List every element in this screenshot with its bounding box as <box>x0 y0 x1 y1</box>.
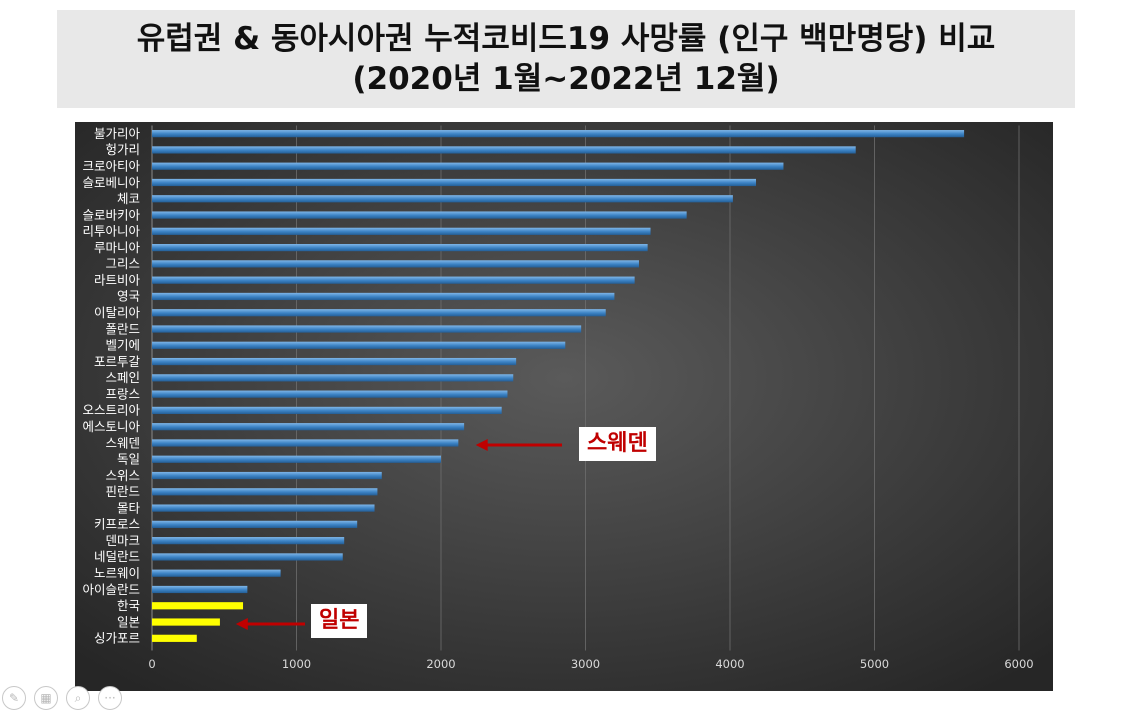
bar-그리스 <box>152 260 639 268</box>
callout-japan: 일본 <box>311 604 368 638</box>
category-label: 그리스 <box>105 256 140 271</box>
pen-icon[interactable]: ✎ <box>2 686 26 710</box>
category-label: 독일 <box>117 452 140 467</box>
category-label: 노르웨이 <box>94 566 140 581</box>
category-label: 아이슬란드 <box>82 582 140 597</box>
category-label: 슬로바키아 <box>82 207 140 222</box>
category-label: 일본 <box>117 614 140 629</box>
bar-독일 <box>152 455 441 463</box>
bar-노르웨이 <box>152 569 281 577</box>
zoom-icon[interactable]: ⌕ <box>66 686 90 710</box>
x-tick-label: 0 <box>148 657 155 671</box>
category-label: 불가리아 <box>94 126 141 141</box>
bar-스페인 <box>152 374 514 382</box>
bar-아이슬란드 <box>152 585 248 594</box>
arrow-sweden-head <box>475 438 488 451</box>
category-label: 에스토니아 <box>82 419 140 434</box>
x-tick-label: 4000 <box>715 657 744 671</box>
bar-스웨덴 <box>152 439 459 447</box>
bar-루마니아 <box>152 244 648 252</box>
category-label: 덴마크 <box>105 533 140 548</box>
category-label: 한국 <box>117 598 140 613</box>
bar-프랑스 <box>152 390 508 398</box>
category-label: 싱가포르 <box>94 631 140 646</box>
bar-폴란드 <box>152 325 582 333</box>
slide-toolbar: ✎ ▦ ⌕ ··· <box>0 686 122 710</box>
category-label: 이탈리아 <box>94 305 141 320</box>
x-tick-label: 1000 <box>282 657 311 671</box>
bar-키프로스 <box>152 520 358 528</box>
bar-스위스 <box>152 471 382 480</box>
category-label: 루마니아 <box>94 240 141 255</box>
category-label: 프랑스 <box>105 386 140 401</box>
bar-포르투갈 <box>152 357 517 366</box>
bar-한국 <box>152 602 244 610</box>
bar-헝가리 <box>152 146 856 154</box>
bar-이탈리아 <box>152 309 606 317</box>
category-label: 체코 <box>117 191 140 206</box>
more-icon[interactable]: ··· <box>98 686 122 710</box>
category-label: 스웨덴 <box>105 435 140 450</box>
slides-icon[interactable]: ▦ <box>34 686 58 710</box>
category-label: 스위스 <box>105 468 140 483</box>
x-tick-label: 5000 <box>860 657 889 671</box>
bar-불가리아 <box>152 130 965 138</box>
bar-슬로바키아 <box>152 211 687 219</box>
bar-chart: 0 1000 2000 3000 4000 5000 6000 불가리아헝가리크로아티아슬로베… <box>75 122 1053 691</box>
bar-싱가포르 <box>152 634 197 642</box>
category-label: 핀란드 <box>105 484 140 499</box>
bar-크로아티아 <box>152 162 784 170</box>
arrow-japan-head <box>235 618 248 631</box>
bar-체코 <box>152 195 733 203</box>
chart-title-line2: (2020년 1월~2022년 12월) <box>352 61 780 97</box>
bar-벨기에 <box>152 341 566 349</box>
category-label: 스페인 <box>105 370 140 385</box>
category-label: 오스트리아 <box>82 403 140 418</box>
category-label: 네덜란드 <box>94 549 140 564</box>
category-label: 라트비아 <box>94 272 141 287</box>
callout-sweden: 스웨덴 <box>579 427 656 461</box>
bar-네덜란드 <box>152 553 343 561</box>
bar-영국 <box>152 292 615 301</box>
bar-핀란드 <box>152 488 378 496</box>
category-label: 슬로베니아 <box>82 175 140 190</box>
x-tick-label: 6000 <box>1004 657 1033 671</box>
category-label: 몰타 <box>117 500 141 515</box>
chart-title-line1: 유럽권 & 동아시아권 누적코비드19 사망률 (인구 백만명당) 비교 <box>136 21 996 57</box>
bar-라트비아 <box>152 276 635 284</box>
x-tick-label: 3000 <box>571 657 600 671</box>
category-label: 크로아티아 <box>82 159 140 174</box>
bar-슬로베니아 <box>152 178 757 187</box>
bar-몰타 <box>152 504 375 512</box>
category-label: 키프로스 <box>94 517 140 532</box>
bar-리투아니아 <box>152 227 651 235</box>
category-label: 포르투갈 <box>94 354 141 369</box>
bar-오스트리아 <box>152 406 502 414</box>
category-label: 헝가리 <box>105 142 140 157</box>
bar-덴마크 <box>152 537 345 545</box>
category-label: 리투아니아 <box>82 224 140 239</box>
category-label: 벨기에 <box>105 338 140 353</box>
category-label: 폴란드 <box>105 321 140 336</box>
category-label: 영국 <box>117 289 140 304</box>
bar-에스토니아 <box>152 423 465 431</box>
title-box: 유럽권 & 동아시아권 누적코비드19 사망률 (인구 백만명당) 비교 (20… <box>57 10 1075 108</box>
x-tick-label: 2000 <box>426 657 455 671</box>
bar-일본 <box>152 618 220 626</box>
